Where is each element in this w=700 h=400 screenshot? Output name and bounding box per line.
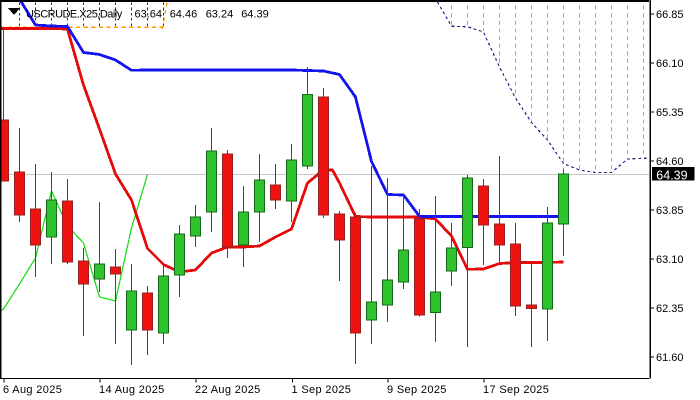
svg-text:63.10: 63.10 (656, 254, 684, 266)
svg-text:22 Aug 2025: 22 Aug 2025 (195, 384, 261, 396)
svg-text:64.39: 64.39 (241, 9, 269, 21)
svg-text:17 Sep 2025: 17 Sep 2025 (483, 384, 549, 396)
svg-text:62.35: 62.35 (656, 303, 684, 315)
svg-text:14 Aug 2025: 14 Aug 2025 (99, 384, 165, 396)
svg-text:66.85: 66.85 (656, 9, 684, 21)
svg-text:64.46: 64.46 (170, 9, 198, 21)
svg-text:USCRUDE.X25,Daily: USCRUDE.X25,Daily (26, 9, 123, 21)
svg-text:63.64: 63.64 (135, 9, 163, 21)
svg-text:65.35: 65.35 (656, 107, 684, 119)
svg-text:63.24: 63.24 (206, 9, 234, 21)
svg-text:63.85: 63.85 (656, 205, 684, 217)
svg-text:9 Sep 2025: 9 Sep 2025 (387, 384, 447, 396)
svg-text:6 Aug 2025: 6 Aug 2025 (3, 384, 62, 396)
svg-text:64.60: 64.60 (656, 156, 684, 168)
svg-text:61.60: 61.60 (656, 352, 684, 364)
svg-text:66.10: 66.10 (656, 58, 684, 70)
svg-text:1 Sep 2025: 1 Sep 2025 (292, 384, 352, 396)
svg-text:64.39: 64.39 (656, 168, 687, 182)
